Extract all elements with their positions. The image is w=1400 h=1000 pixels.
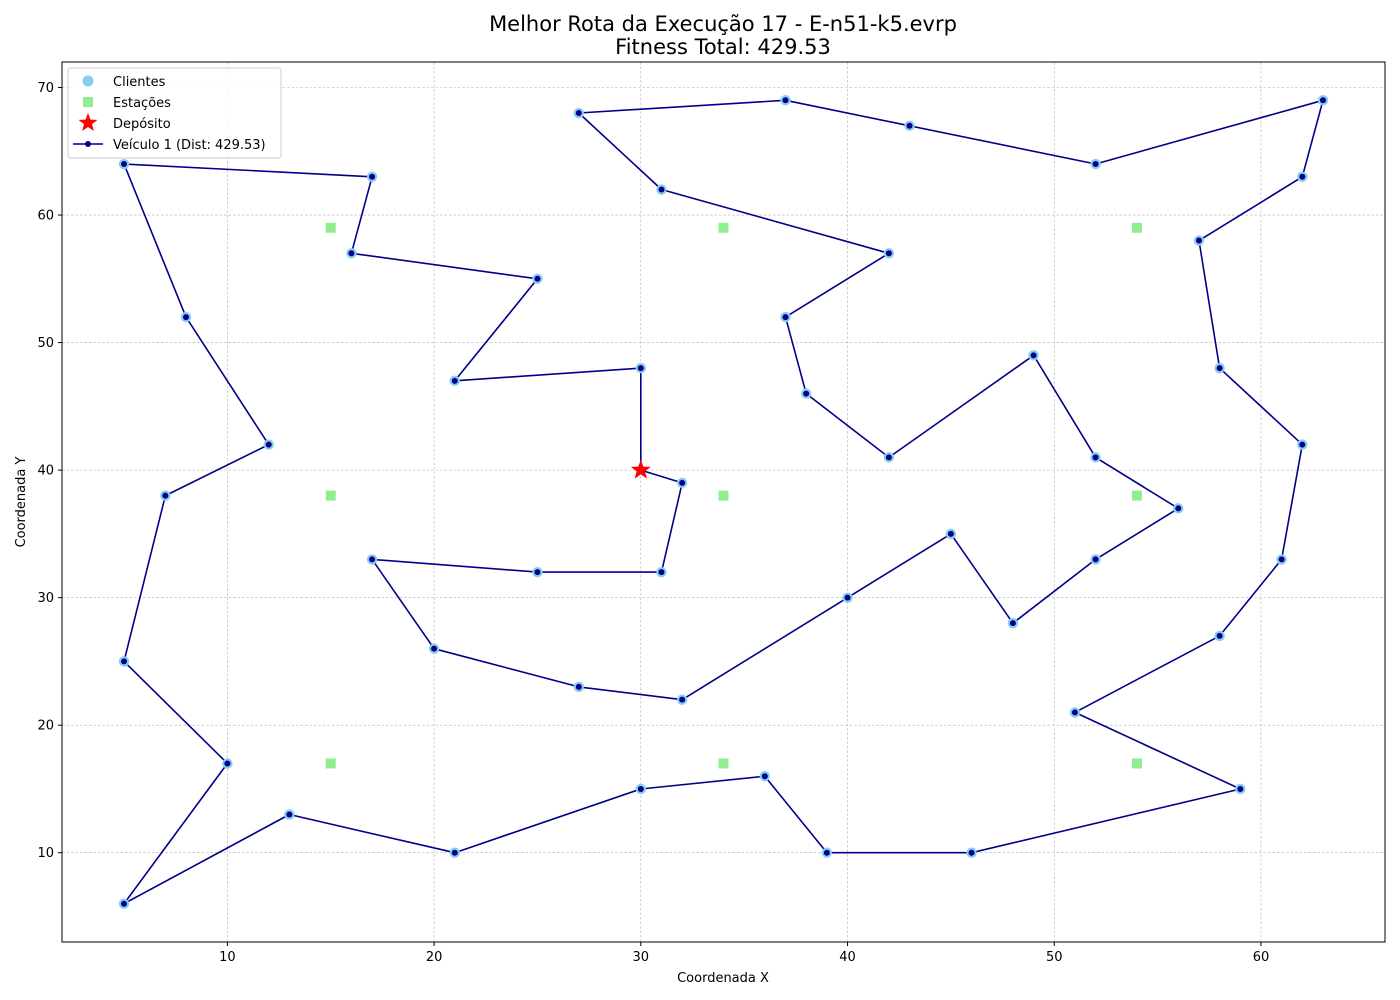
station-marker xyxy=(325,758,336,769)
route-point xyxy=(968,849,975,856)
x-tick-label: 50 xyxy=(1046,950,1063,965)
route-point xyxy=(265,441,272,448)
legend-route-marker xyxy=(85,141,91,147)
route-point xyxy=(1071,709,1078,716)
route-point xyxy=(885,250,892,257)
depot-marker-group xyxy=(630,459,651,479)
axis-ticks: 10 20 30 40 50 60 10 20 30 40 50 60 70 xyxy=(37,81,1269,965)
route-point xyxy=(1092,556,1099,563)
route-point xyxy=(637,365,644,372)
route-line xyxy=(123,99,1324,905)
route-point xyxy=(1299,173,1306,180)
route-point xyxy=(1216,365,1223,372)
legend: Clientes Estações Depósito Veículo 1 (Di… xyxy=(67,67,282,159)
y-tick-label: 20 xyxy=(37,719,54,734)
legend-stations-marker xyxy=(83,97,93,107)
route-point xyxy=(183,314,190,321)
station-marker xyxy=(1131,222,1142,233)
route-point xyxy=(885,454,892,461)
station-marker xyxy=(718,222,729,233)
route-point xyxy=(658,186,665,193)
x-tick-label: 40 xyxy=(839,950,856,965)
x-tick-label: 30 xyxy=(633,950,650,965)
y-tick-label: 50 xyxy=(37,336,54,351)
route-point xyxy=(1009,620,1016,627)
y-tick-label: 60 xyxy=(37,209,54,224)
route-point xyxy=(369,556,376,563)
route-point xyxy=(369,173,376,180)
route-point xyxy=(1299,441,1306,448)
route-point xyxy=(1195,237,1202,244)
route-point xyxy=(451,849,458,856)
route-point xyxy=(761,773,768,780)
route-point xyxy=(1092,454,1099,461)
route-point xyxy=(431,645,438,652)
route-point xyxy=(679,696,686,703)
route-point xyxy=(534,275,541,282)
legend-stations-label: Estações xyxy=(113,96,171,111)
legend-depot-marker xyxy=(78,113,98,131)
station-markers xyxy=(325,222,1142,769)
route-point xyxy=(162,492,169,499)
x-tick-label: 10 xyxy=(219,950,236,965)
route-point xyxy=(534,569,541,576)
y-tick-label: 70 xyxy=(37,81,54,96)
chart-title: Melhor Rota da Execução 17 - E-n51-k5.ev… xyxy=(489,12,957,36)
route-point xyxy=(637,785,644,792)
route-point xyxy=(823,849,830,856)
route-point xyxy=(121,658,128,665)
station-marker xyxy=(718,758,729,769)
y-tick-label: 30 xyxy=(37,591,54,606)
y-tick-label: 40 xyxy=(37,464,54,479)
route-point xyxy=(1278,556,1285,563)
route-point xyxy=(658,569,665,576)
station-marker xyxy=(718,490,729,501)
legend-route-label: Veículo 1 (Dist: 429.53) xyxy=(113,138,266,153)
legend-clients-label: Clientes xyxy=(113,75,166,90)
chart-subtitle: Fitness Total: 429.53 xyxy=(615,35,831,59)
route-point xyxy=(844,594,851,601)
x-tick-label: 60 xyxy=(1253,950,1270,965)
legend-clients-marker xyxy=(82,75,94,87)
route-series xyxy=(118,95,1329,909)
route-point xyxy=(121,900,128,907)
route-point xyxy=(224,760,231,767)
depot-marker xyxy=(630,459,651,479)
route-point xyxy=(348,250,355,257)
plot-frame xyxy=(61,61,1386,943)
x-axis-label: Coordenada X xyxy=(677,971,769,986)
route-point xyxy=(803,390,810,397)
grid-lines xyxy=(62,62,1385,942)
route-point xyxy=(1030,352,1037,359)
route-point xyxy=(1092,161,1099,168)
route-point xyxy=(575,683,582,690)
route-point xyxy=(121,161,128,168)
route-point xyxy=(947,530,954,537)
route-point xyxy=(1175,505,1182,512)
route-point xyxy=(1216,632,1223,639)
route-point xyxy=(782,314,789,321)
legend-depot-label: Depósito xyxy=(113,117,171,132)
station-marker xyxy=(1131,490,1142,501)
y-axis-label: Coordenada Y xyxy=(14,457,29,548)
route-point xyxy=(1319,97,1326,104)
legend-box xyxy=(67,67,282,159)
route-point xyxy=(451,377,458,384)
route-point xyxy=(679,479,686,486)
station-marker xyxy=(1131,758,1142,769)
route-point xyxy=(286,811,293,818)
route-point xyxy=(1237,785,1244,792)
y-tick-label: 10 xyxy=(37,846,54,861)
station-marker xyxy=(325,222,336,233)
route-point xyxy=(782,97,789,104)
station-marker xyxy=(325,490,336,501)
x-tick-label: 20 xyxy=(426,950,443,965)
route-point xyxy=(575,110,582,117)
route-point xyxy=(906,122,913,129)
